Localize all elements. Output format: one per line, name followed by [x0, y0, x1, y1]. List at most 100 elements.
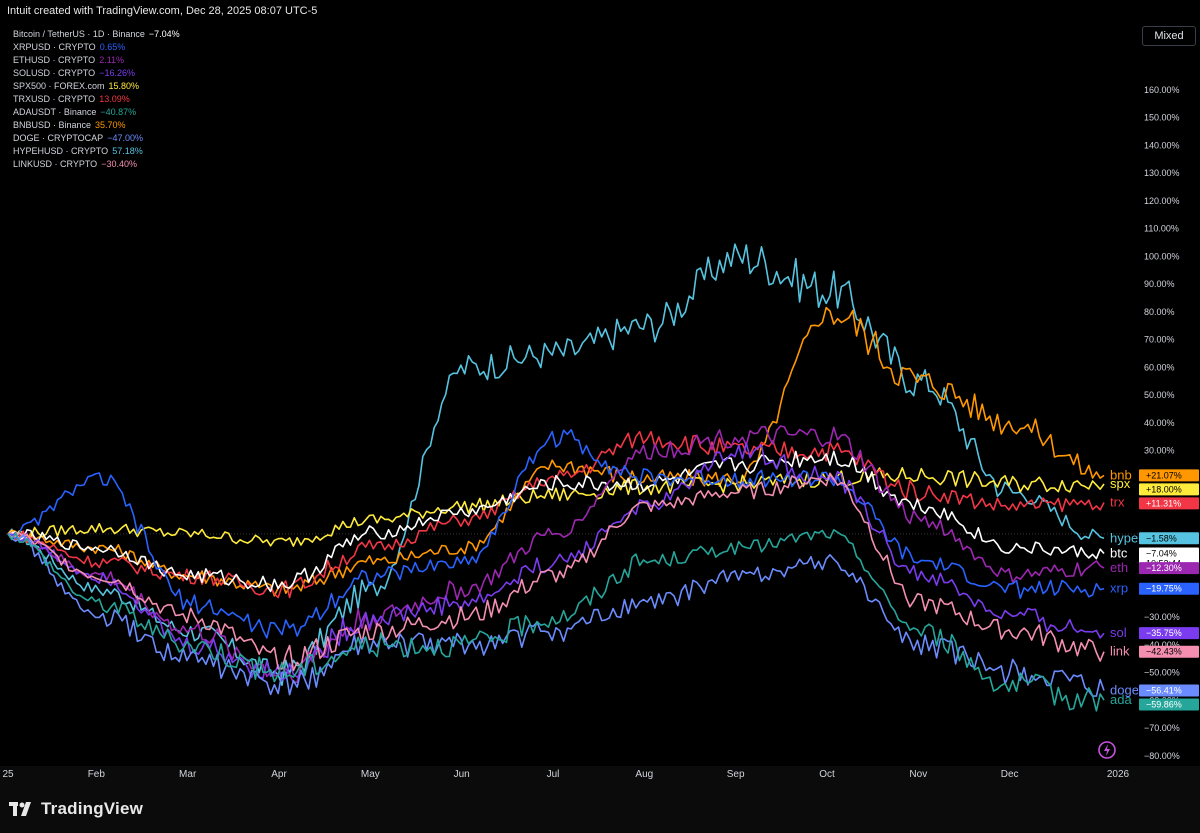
series-legend: Bitcoin / TetherUS · 1D · Binance −7.04% X…: [13, 28, 180, 171]
y-tick-label: −30.00%: [1144, 612, 1180, 622]
series-label-eth: eth: [1110, 560, 1128, 575]
series-line-doge[interactable]: [7, 533, 1105, 697]
price-badge-value: +11.31%: [1146, 498, 1181, 508]
time-axis[interactable]: 25 Feb Mar Apr May Jun Jul Aug Sep Oct Nov Dec 2026: [0, 766, 1200, 796]
x-tick-label: 25: [2, 769, 14, 780]
price-axis-svg: 160.00% 150.00% 140.00% 130.00% 120.00% 110.0…: [1139, 85, 1199, 761]
legend-row[interactable]: LINKUSD · CRYPTO −30.40%: [13, 158, 180, 171]
time-axis-bar: 25 Feb Mar Apr May Jun Jul Aug Sep Oct Nov Dec 2026: [0, 766, 1200, 833]
legend-change: 35.70%: [95, 120, 126, 130]
series-line-hype[interactable]: [7, 243, 1105, 686]
price-axis[interactable]: 160.00% 150.00% 140.00% 130.00% 120.00% 110.0…: [1138, 22, 1200, 766]
price-badge-value: −59.86%: [1146, 700, 1182, 710]
price-badge-value: −42.43%: [1146, 647, 1182, 657]
price-badge-value: +21.07%: [1146, 470, 1182, 480]
legend-change: 57.18%: [112, 146, 143, 156]
legend-row[interactable]: Bitcoin / TetherUS · 1D · Binance −7.04%: [13, 28, 180, 41]
legend-symbol: TRXUSD · CRYPTO: [13, 94, 96, 104]
y-tick-label: 110.00%: [1144, 224, 1179, 234]
legend-symbol: XRPUSD · CRYPTO: [13, 42, 96, 52]
series-line-trx[interactable]: [7, 430, 1105, 599]
series-label-xrp: xrp: [1110, 581, 1128, 596]
legend-row[interactable]: SOLUSD · CRYPTO −16.26%: [13, 67, 180, 80]
x-tick-label: Nov: [909, 769, 927, 780]
price-badge-link: [1139, 645, 1199, 658]
x-tick-label: 2026: [1107, 769, 1130, 780]
price-badge-value: +18.00%: [1146, 484, 1182, 494]
series-line-link[interactable]: [7, 472, 1105, 672]
price-badge-xrp: [1139, 582, 1199, 595]
legend-symbol: SOLUSD · CRYPTO: [13, 68, 96, 78]
x-tick-label: Apr: [271, 769, 287, 780]
y-tick-label: 80.00%: [1144, 307, 1175, 317]
x-tick-label: Dec: [1001, 769, 1019, 780]
legend-row[interactable]: TRXUSD · CRYPTO 13.09%: [13, 93, 180, 106]
series-line-btc[interactable]: [7, 450, 1105, 593]
y-tick-label: 40.00%: [1144, 418, 1175, 428]
price-badge-doge: [1139, 684, 1199, 697]
legend-symbol: ETHUSD · CRYPTO: [13, 55, 96, 65]
y-tick-label: 140.00%: [1144, 140, 1180, 150]
series-label-sol: sol: [1110, 625, 1127, 640]
tradingview-logo-icon: [9, 802, 31, 816]
price-badge-bnb: [1139, 469, 1199, 482]
legend-row[interactable]: BNBUSD · Binance 35.70%: [13, 119, 180, 132]
series-label-bnb: bnb: [1110, 467, 1132, 482]
y-tick-label: 70.00%: [1144, 335, 1175, 345]
legend-symbol: BNBUSD · Binance: [13, 120, 92, 130]
chart-pane[interactable]: hype bnb spx trx btc eth xrp sol link doge ada: [6, 22, 1139, 766]
x-tick-label: Mar: [179, 769, 197, 780]
legend-change: −47.00%: [107, 133, 143, 143]
series-line-spx[interactable]: [7, 467, 1105, 547]
series-label-ada: ada: [1110, 692, 1132, 707]
series-line-ada[interactable]: [7, 529, 1105, 712]
legend-row[interactable]: ADAUSDT · Binance −40.87%: [13, 106, 180, 119]
y-tick-label: 160.00%: [1144, 85, 1180, 95]
x-tick-label: Jun: [454, 769, 470, 780]
y-tick-label: −70.00%: [1144, 723, 1180, 733]
compare-icon[interactable]: [1097, 740, 1117, 760]
legend-symbol: Bitcoin / TetherUS · 1D · Binance: [13, 29, 145, 39]
y-tick-label: −40.00%: [1144, 640, 1180, 650]
legend-symbol: LINKUSD · CRYPTO: [13, 159, 98, 169]
legend-row[interactable]: SPX500 · FOREX.com 15.80%: [13, 80, 180, 93]
series-label-trx: trx: [1110, 495, 1125, 510]
scale-mode-button[interactable]: Mixed: [1142, 26, 1196, 46]
series-line-xrp[interactable]: [7, 428, 1105, 639]
legend-row[interactable]: XRPUSD · CRYPTO 0.65%: [13, 41, 180, 54]
price-badge-value: −1.58%: [1146, 533, 1177, 543]
legend-symbol: ADAUSDT · Binance: [13, 107, 97, 117]
series-line-eth[interactable]: [7, 425, 1105, 684]
price-badge-value: −35.75%: [1146, 628, 1182, 638]
series-label-link: link: [1110, 644, 1130, 659]
attribution-text: Intuit created with TradingView.com, Dec…: [7, 5, 318, 17]
legend-change: 2.11%: [99, 55, 125, 65]
tradingview-logo: TradingView: [9, 798, 143, 820]
price-badge-ada: [1139, 698, 1199, 711]
y-tick-label: −80.00%: [1144, 751, 1180, 761]
price-badge-value: −19.75%: [1146, 584, 1182, 594]
y-tick-label: −50.00%: [1144, 668, 1180, 678]
series-line-bnb[interactable]: [7, 306, 1105, 597]
legend-change: −30.40%: [101, 159, 137, 169]
price-badge-value: −12.30%: [1146, 563, 1182, 573]
price-badge-eth: [1139, 562, 1199, 575]
legend-change: 0.65%: [99, 42, 126, 52]
x-tick-label: Sep: [727, 769, 745, 780]
tradingview-wordmark: TradingView: [41, 799, 144, 818]
legend-row[interactable]: ETHUSD · CRYPTO 2.11%: [13, 54, 180, 67]
series-label-spx: spx: [1110, 476, 1131, 491]
x-tick-label: Jul: [547, 769, 560, 780]
price-badge-value: −56.41%: [1146, 686, 1182, 696]
price-badge-value: −7.04%: [1146, 548, 1177, 558]
y-tick-label: 120.00%: [1144, 196, 1180, 206]
legend-row[interactable]: DOGE · CRYPTOCAP −47.00%: [13, 132, 180, 145]
y-tick-label: 90.00%: [1144, 279, 1175, 289]
legend-row[interactable]: HYPEHUSD · CRYPTO 57.18%: [13, 145, 180, 158]
legend-symbol: HYPEHUSD · CRYPTO: [13, 146, 109, 156]
legend-change: −7.04%: [148, 29, 180, 39]
legend-symbol: SPX500 · FOREX.com: [13, 81, 105, 91]
y-tick-label: 130.00%: [1144, 168, 1180, 178]
y-tick-label: 30.00%: [1144, 446, 1175, 456]
